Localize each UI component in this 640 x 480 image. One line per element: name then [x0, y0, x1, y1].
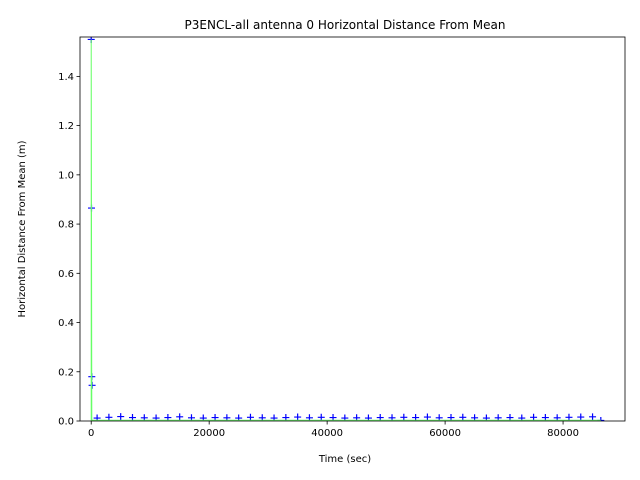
- point-marker: [400, 413, 408, 421]
- point-marker: [246, 413, 254, 421]
- point-marker: [577, 413, 585, 421]
- y-tick-label: 1.2: [58, 121, 74, 132]
- y-tick-label: 0.0: [58, 417, 74, 428]
- y-tick-label: 1.0: [58, 170, 74, 181]
- y-tick-label: 0.8: [58, 220, 74, 231]
- point-marker: [117, 413, 125, 421]
- point-marker: [530, 413, 538, 421]
- point-marker: [176, 413, 184, 421]
- point-marker: [565, 413, 573, 421]
- chart-title: P3ENCL-all antenna 0 Horizontal Distance…: [185, 18, 506, 32]
- y-tick-label: 0.2: [58, 367, 74, 378]
- x-tick-label: 0: [88, 428, 94, 439]
- x-tick-label: 60000: [429, 428, 461, 439]
- point-marker: [317, 413, 325, 421]
- point-marker: [589, 413, 597, 421]
- point-marker: [105, 413, 113, 421]
- x-tick-label: 40000: [311, 428, 343, 439]
- point-marker: [459, 413, 467, 421]
- y-tick-label: 1.4: [58, 72, 74, 83]
- plot-frame: [79, 36, 626, 422]
- y-axis-label: Horizontal Distance From Mean (m): [17, 140, 28, 317]
- x-axis-label: Time (sec): [318, 454, 371, 465]
- point-marker: [294, 413, 302, 421]
- x-tick-label: 80000: [547, 428, 579, 439]
- point-marker: [423, 413, 431, 421]
- series-line: [90, 39, 601, 421]
- y-tick-label: 0.6: [58, 269, 74, 280]
- x-tick-label: 20000: [193, 428, 225, 439]
- y-tick-label: 0.4: [58, 318, 74, 329]
